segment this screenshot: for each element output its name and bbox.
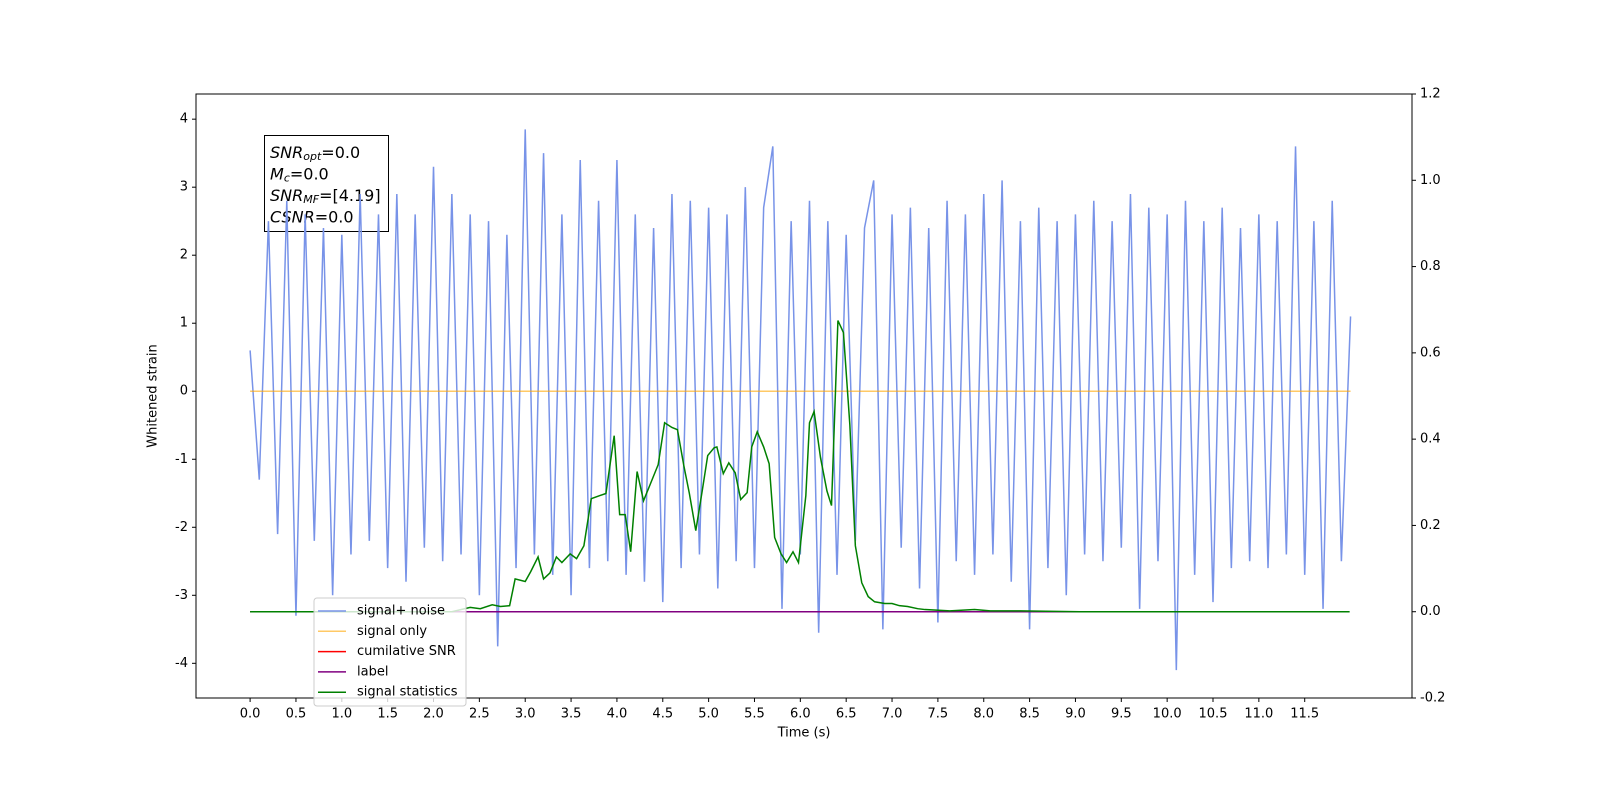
y2-tick-label: 0.2 <box>1420 518 1441 533</box>
series-line <box>249 129 1352 671</box>
x-tick-label: 2.0 <box>423 707 444 722</box>
x-tick-label: 0.0 <box>240 707 261 722</box>
series-line <box>250 320 1350 613</box>
x-tick-label: 0.5 <box>286 707 307 722</box>
x-tick-label: 8.0 <box>973 707 994 722</box>
y2-tick-label: 0.8 <box>1420 259 1441 274</box>
x-tick-label: 10.5 <box>1199 707 1228 722</box>
x-tick-label: 9.5 <box>1111 707 1132 722</box>
annotation-text: =0.0 <box>321 143 360 162</box>
y-tick-label: -4 <box>175 656 188 671</box>
y2-tick-label: -0.2 <box>1420 691 1445 706</box>
x-tick-label: 5.5 <box>744 707 765 722</box>
y2-tick-label: 1.0 <box>1420 173 1441 188</box>
x-axis-label: Time (s) <box>777 726 831 741</box>
annotation-symbol: SNR <box>270 186 303 205</box>
y-tick-label: 2 <box>180 248 188 263</box>
x-tick-label: 1.5 <box>377 707 398 722</box>
annotation-frame <box>264 135 389 232</box>
annotation-line: Mc=0.0 <box>270 164 329 185</box>
annotation-subscript: c <box>284 172 290 185</box>
legend-label: signal+ noise <box>357 604 445 619</box>
annotation-subscript: MF <box>303 193 319 206</box>
x-tick-label: 3.0 <box>515 707 536 722</box>
y-tick-label: 4 <box>180 112 188 127</box>
y-tick-label: 3 <box>180 180 188 195</box>
annotation-subscript: opt <box>303 150 322 163</box>
annotation-text: =0.0 <box>290 164 329 183</box>
y-tick-label: -1 <box>175 452 188 467</box>
annotation-line: SNRopt=0.0 <box>270 143 360 164</box>
annotation-line: CSNR=0.0 <box>270 207 354 226</box>
y-tick-label: 0 <box>180 384 188 399</box>
legend-label: signal statistics <box>357 685 458 700</box>
y2-tick-label: 0.4 <box>1420 432 1441 447</box>
y-axis-label: Whitened strain <box>146 344 161 447</box>
annotation-symbol: M <box>270 164 284 183</box>
x-tick-label: 4.5 <box>652 707 673 722</box>
legend-label: cumilative SNR <box>357 644 456 659</box>
legend-label: label <box>357 664 388 679</box>
x-tick-label: 3.5 <box>561 707 582 722</box>
x-tick-label: 5.0 <box>698 707 719 722</box>
annotation-symbol: SNR <box>270 143 303 162</box>
x-tick-label: 4.0 <box>607 707 628 722</box>
y-tick-label: -2 <box>175 520 188 535</box>
annotation-text: =0.0 <box>315 207 354 226</box>
x-tick-label: 9.0 <box>1065 707 1086 722</box>
x-tick-label: 7.0 <box>882 707 903 722</box>
x-tick-label: 2.5 <box>469 707 490 722</box>
annotation-line: SNRMF=[4.19] <box>270 186 381 207</box>
legend-frame <box>313 597 467 707</box>
annotation-symbol: CSNR <box>270 207 315 226</box>
legend-label: signal only <box>357 624 427 639</box>
x-tick-label: 11.5 <box>1290 707 1319 722</box>
x-tick-label: 7.5 <box>928 707 949 722</box>
y2-tick-label: 0.0 <box>1420 604 1441 619</box>
x-tick-label: 1.0 <box>331 707 352 722</box>
x-tick-label: 6.5 <box>836 707 857 722</box>
x-tick-label: 6.0 <box>790 707 811 722</box>
y-tick-label: -3 <box>175 588 188 603</box>
annotation-text: =[4.19] <box>319 186 381 205</box>
y2-tick-label: 0.6 <box>1420 345 1441 360</box>
legend: signal+ noise signal only cumilative SNR la… <box>313 597 467 707</box>
x-tick-label: 8.5 <box>1019 707 1040 722</box>
x-tick-label: 10.0 <box>1153 707 1182 722</box>
y-tick-label: 1 <box>180 316 188 331</box>
y2-tick-label: 1.2 <box>1420 87 1441 102</box>
plot-frame <box>195 93 1413 699</box>
x-tick-label: 11.0 <box>1244 707 1273 722</box>
